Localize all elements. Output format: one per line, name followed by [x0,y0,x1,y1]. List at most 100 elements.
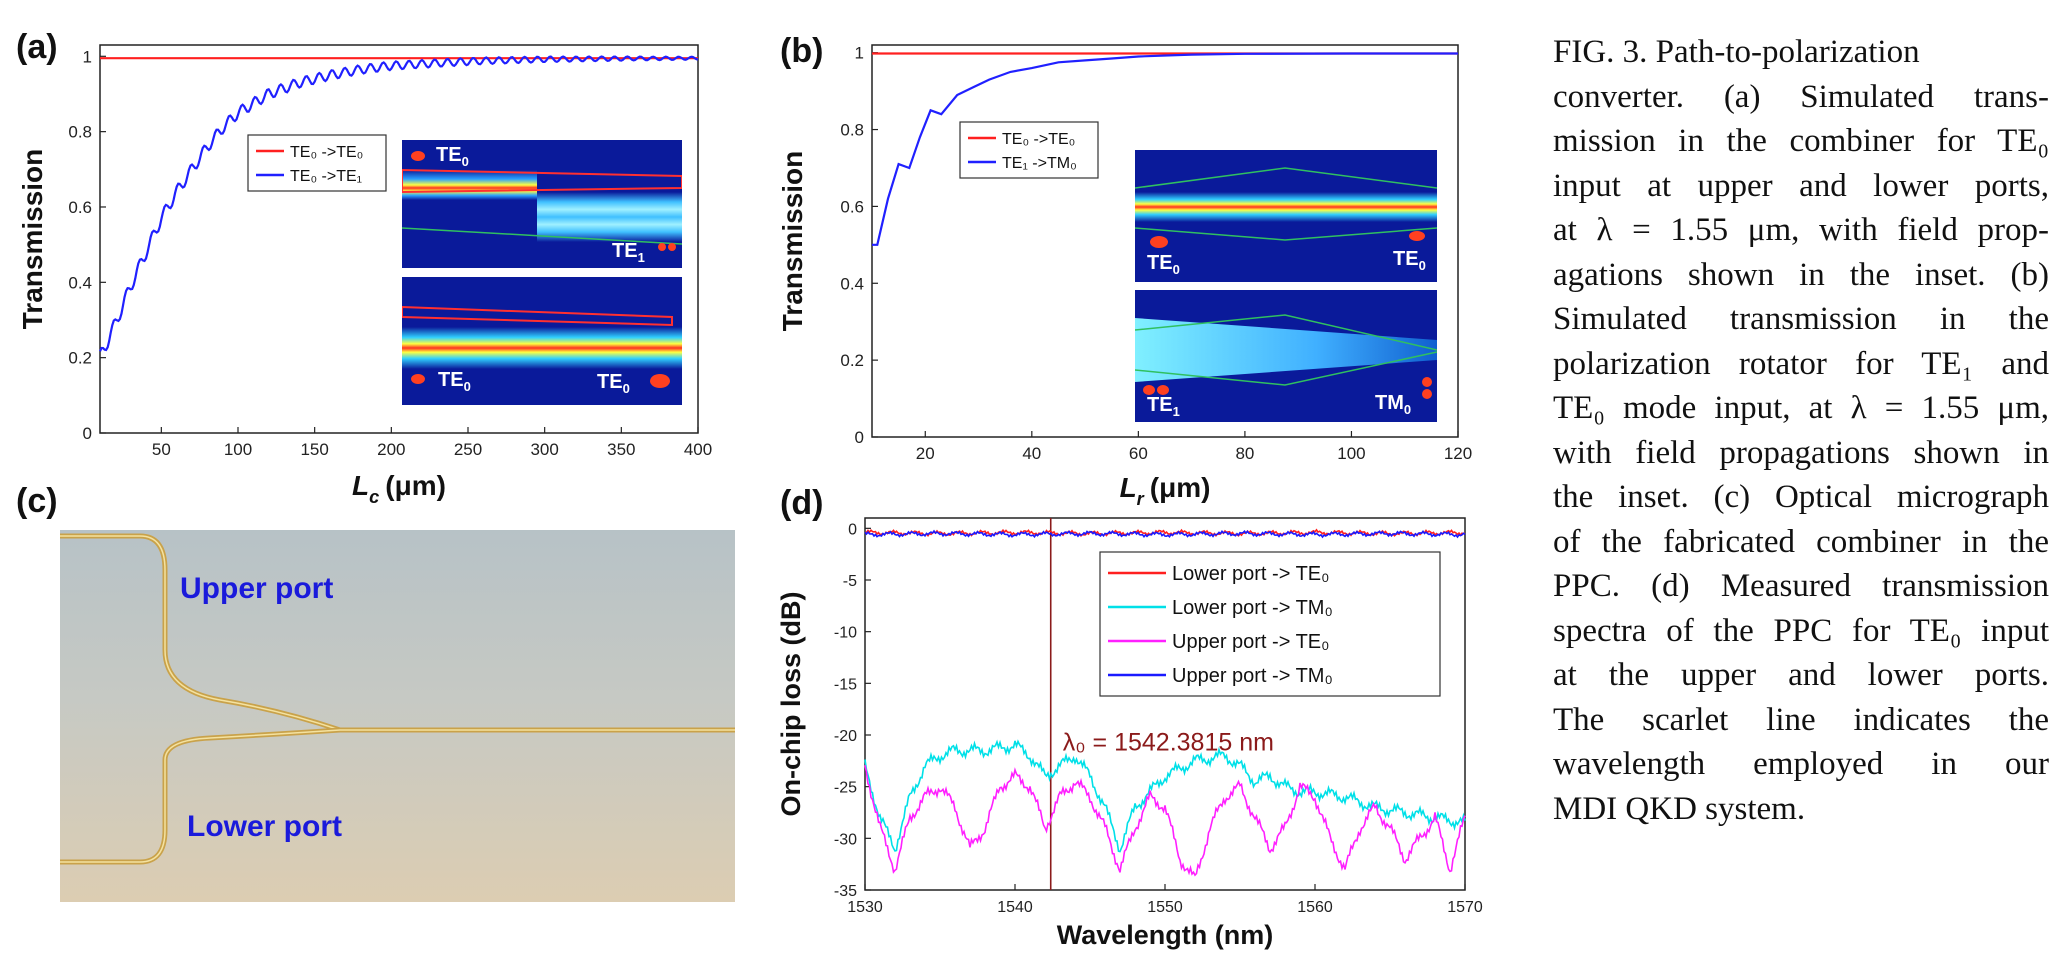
legend-box [247,134,387,192]
y-axis-label: Transmission [777,151,808,332]
inset-b-bottom-right-label: TM0 [1375,392,1412,417]
y-tick-label: 0 [83,424,92,443]
x-axis-subscript: c [369,487,379,507]
x-axis-label: Lc (μm) [352,470,446,507]
inset-a-top: TE0 TE1 [402,140,682,268]
y-tick-label: 0.6 [68,198,92,217]
caption-line: of the fabricated combiner in the [1553,523,2049,560]
chart-d: 1530 1540 1550 1560 1570 0 -5 -10 -15 -20 -25 -30 -3… [760,500,1490,970]
y-tick-label: 0.2 [840,351,864,370]
micrograph-drawing [60,530,735,902]
x-tick-label: 80 [1235,444,1254,463]
y-tick-label: 0.4 [840,274,864,293]
caption-line: FIG. 3. Path-to-polarization [1553,34,1920,70]
x-tick-label: 1530 [847,899,883,916]
caption-line: TE₀ mode input, at λ = 1.55 μm, [1553,390,2049,426]
legend-label: Upper port -> TE₀ [1172,631,1329,653]
y-tick-label: -15 [834,676,857,693]
x-tick-label: 100 [1337,444,1365,463]
x-axis-subscript: r [1137,489,1145,509]
legend-label: TE₀ ->TE₁ [290,168,362,185]
y-tick-label: 1 [855,44,864,63]
inset-a-top-field [402,151,682,251]
x-tick-label: 250 [454,440,482,459]
panel-label-d: (d) [780,484,824,522]
micrograph-image: Upper port Lower port [60,530,735,902]
caption-line: the inset. (c) Optical micrograph [1553,479,2049,515]
y-tick-label: -25 [834,780,857,797]
inset-b-top-right-label: TE0 [1393,248,1426,273]
wavelength-annotation: λ₀ = 1542.3815 nm [1063,729,1274,757]
y-tick-label: -5 [843,573,857,590]
caption-line: mission in the combiner for TE₀ [1553,123,2049,159]
caption-line: polarization rotator for TE₁ and [1553,345,2049,382]
x-axis-unit: (μm) [1150,472,1211,503]
y-tick-label: 0.8 [840,121,864,140]
legend-label: TE₀ ->TE₀ [290,144,363,161]
x-tick-label: 1570 [1447,899,1483,916]
legend-label: Lower port -> TE₀ [1172,563,1329,585]
x-tick-label: 1560 [1297,899,1333,916]
x-tick-label: 40 [1022,444,1041,463]
caption-line: The scarlet line indicates the [1553,701,2049,738]
series-line [98,55,699,352]
legend-box [959,121,1099,179]
inset-a-bottom-field [402,305,682,388]
x-tick-label: 300 [530,440,558,459]
caption-line: spectra of the PPC for TE₀ input [1553,612,2049,649]
x-tick-label: 1540 [997,899,1033,916]
x-tick-label: 150 [300,440,328,459]
y-tick-label: 0.4 [68,273,92,292]
panel-label-b: (b) [780,32,824,70]
caption-line: converter. (a) Simulated trans- [1553,78,2049,115]
y-tick-label: 1 [83,47,92,66]
chart-d-svg: 1530 1540 1550 1560 1570 0 -5 -10 -15 -20 -25 -30 -3… [776,517,1483,950]
x-tick-label: 200 [377,440,405,459]
inset-a-top-right-label: TE1 [612,240,645,265]
upper-port-label: Upper port [180,572,334,605]
inset-b-top-left-label: TE0 [1147,252,1180,277]
x-axis-label: Wavelength (nm) [1057,920,1274,950]
caption-line: PPC. (d) Measured transmission [1553,568,2049,604]
lower-port-label: Lower port [187,810,342,843]
caption-line: MDI QKD system. [1553,790,1806,827]
x-tick-label: 50 [152,440,171,459]
caption-line: wavelength employed in our [1553,746,2049,782]
inset-a-bottom: TE0 TE0 [402,277,682,405]
series-line [872,52,1458,246]
y-tick-label: -20 [834,728,857,745]
figure-caption: FIG. 3. Path-to-polarization converter. (… [1553,30,2049,831]
y-tick-label: 0.2 [68,349,92,368]
caption-line: agations shown in the inset. (b) [1553,256,2049,293]
inset-b-bottom-left-label: TE1 [1147,394,1180,419]
x-tick-label: 120 [1444,444,1472,463]
panel-label-c: (c) [16,482,58,520]
caption-line: Simulated transmission in the [1553,301,2049,337]
legend-label: Lower port -> TM₀ [1172,597,1333,619]
y-tick-label: 0.8 [68,123,92,142]
x-axis-symbol: L [352,470,369,501]
legend-label: Upper port -> TM₀ [1172,665,1333,687]
x-axis-label: Lr (μm) [1120,472,1211,509]
inset-b-bottom: TE1 TM0 [1135,290,1437,422]
x-tick-label: 20 [916,444,935,463]
y-tick-label: 0.6 [840,197,864,216]
caption-line: with field propagations shown in [1553,434,2049,471]
inset-b-top-field [1135,167,1437,248]
caption-line: input at upper and lower ports, [1553,167,2049,204]
inset-a-top-left-label: TE0 [436,144,469,169]
caption-line: at the upper and lower ports. [1553,657,2049,693]
x-tick-label: 400 [684,440,712,459]
caption-line: at λ = 1.55 μm, with field prop- [1553,212,2049,248]
series-line [864,765,1466,877]
series-line [864,529,1466,539]
x-tick-label: 60 [1129,444,1148,463]
x-tick-label: 1550 [1147,899,1183,916]
legend-label: TE₁ ->TM₀ [1002,155,1077,172]
inset-b-bottom-field [1135,314,1437,399]
series-line [864,739,1466,853]
x-axis-symbol: L [1120,472,1137,503]
inset-a-bottom-left-label: TE0 [438,369,471,394]
y-axis-label: Transmission [17,149,48,330]
y-tick-label: -35 [834,883,857,900]
